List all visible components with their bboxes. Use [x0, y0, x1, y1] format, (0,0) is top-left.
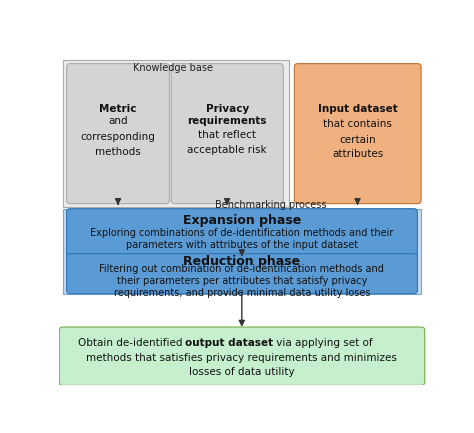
- FancyBboxPatch shape: [63, 60, 289, 207]
- Text: requirements: requirements: [187, 116, 267, 126]
- FancyBboxPatch shape: [66, 209, 418, 257]
- Text: Privacy: Privacy: [206, 103, 249, 113]
- Text: acceptable risk: acceptable risk: [187, 145, 267, 155]
- Text: corresponding: corresponding: [81, 132, 155, 142]
- Text: via applying set of: via applying set of: [273, 338, 373, 349]
- FancyBboxPatch shape: [59, 327, 425, 385]
- Text: methods: methods: [95, 147, 141, 157]
- Text: Knowledge base: Knowledge base: [133, 63, 213, 73]
- FancyBboxPatch shape: [63, 209, 421, 294]
- FancyBboxPatch shape: [66, 64, 170, 204]
- Text: Metric: Metric: [99, 103, 137, 113]
- Text: that contains: that contains: [323, 119, 392, 129]
- Text: Input dataset: Input dataset: [318, 103, 397, 113]
- Text: that reflect: that reflect: [198, 130, 256, 140]
- Text: Filtering out combination of de-identification methods and
their parameters per : Filtering out combination of de-identifi…: [100, 265, 384, 297]
- Text: losses of data utility: losses of data utility: [189, 367, 295, 377]
- Text: attributes: attributes: [332, 149, 383, 159]
- Text: methods that satisfies privacy requirements and minimizes: methods that satisfies privacy requireme…: [86, 353, 397, 363]
- Text: Obtain de-identified: Obtain de-identified: [78, 338, 185, 349]
- Text: output dataset: output dataset: [185, 338, 273, 349]
- Text: Expansion phase: Expansion phase: [182, 214, 301, 227]
- Text: Reduction phase: Reduction phase: [183, 255, 301, 268]
- Text: and: and: [108, 116, 128, 126]
- Text: Exploring combinations of de-identification methods and their
parameters with at: Exploring combinations of de-identificat…: [90, 228, 393, 250]
- Text: certain: certain: [339, 135, 376, 145]
- FancyBboxPatch shape: [171, 64, 283, 204]
- Text: Benchmarking process: Benchmarking process: [215, 200, 326, 210]
- FancyBboxPatch shape: [66, 254, 418, 294]
- FancyBboxPatch shape: [294, 64, 421, 204]
